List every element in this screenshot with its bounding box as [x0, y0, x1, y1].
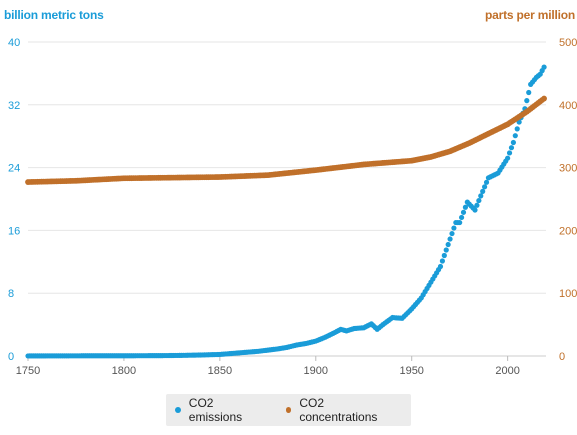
emissions-point — [458, 214, 465, 221]
legend-label-emissions: CO2 emissions — [188, 396, 243, 424]
emissions-point — [478, 193, 484, 199]
legend-item-emissions[interactable]: CO2 emissions — [175, 396, 268, 424]
left-axis-title: billion metric tons — [4, 8, 104, 22]
x-tick-label: 2000 — [495, 365, 519, 377]
series-co2-concentrations — [25, 95, 547, 185]
x-axis-ticks: 1750 1800 1850 1900 1950 2000 — [16, 356, 520, 377]
x-tick-label: 1800 — [112, 365, 136, 377]
emissions-point — [505, 155, 511, 161]
legend-marker-emissions — [175, 407, 181, 413]
emissions-point — [508, 145, 515, 151]
x-tick-label: 1950 — [399, 365, 423, 377]
series-marks — [25, 64, 547, 359]
emissions-point — [437, 263, 444, 270]
series-co2-emissions — [25, 64, 547, 359]
right-tick-label: 300 — [559, 163, 577, 175]
emissions-point — [510, 139, 516, 146]
emissions-point — [462, 204, 469, 210]
emissions-point — [443, 247, 449, 253]
legend-label-concentrations: CO2 concentrations — [299, 396, 378, 424]
emissions-point — [482, 184, 488, 190]
legend-item-concentrations[interactable]: CO2 concentrations — [285, 396, 402, 424]
right-tick-label: 0 — [559, 351, 565, 363]
left-tick-label: 8 — [8, 288, 14, 300]
emissions-point — [472, 207, 478, 213]
left-tick-label: 32 — [8, 100, 20, 112]
emissions-point — [514, 126, 520, 132]
emissions-point — [445, 241, 451, 248]
left-tick-label: 24 — [8, 163, 20, 175]
right-axis-ticks: 0 100 200 300 400 500 — [559, 37, 577, 363]
emissions-point — [506, 150, 513, 156]
emissions-point — [447, 236, 453, 242]
emissions-point — [541, 64, 547, 70]
left-tick-label: 16 — [8, 225, 20, 237]
left-tick-label: 0 — [8, 351, 14, 363]
right-tick-label: 400 — [559, 100, 577, 112]
emissions-point — [457, 219, 463, 226]
emissions-point — [512, 133, 518, 139]
gridlines — [28, 41, 546, 357]
emissions-point — [474, 202, 480, 208]
emissions-point — [483, 179, 490, 185]
emissions-point — [460, 209, 467, 215]
x-tick-label: 1850 — [208, 365, 232, 377]
emissions-point — [441, 252, 447, 259]
legend-marker-concentrations — [285, 407, 292, 413]
emissions-point — [439, 258, 445, 264]
emissions-point — [476, 197, 482, 204]
concentration-point — [541, 95, 547, 102]
left-axis-ticks: 0 8 16 24 32 40 — [8, 37, 20, 363]
right-axis-title: parts per million — [485, 8, 575, 22]
left-tick-label: 40 — [8, 37, 20, 49]
right-tick-label: 500 — [559, 37, 577, 49]
emissions-point — [449, 230, 455, 237]
right-tick-label: 200 — [559, 225, 577, 237]
emissions-point — [451, 225, 457, 231]
legend: CO2 emissions CO2 concentrations — [166, 394, 411, 426]
x-tick-label: 1750 — [16, 365, 40, 377]
emissions-point — [524, 98, 530, 104]
emissions-point — [480, 188, 486, 194]
right-tick-label: 100 — [559, 288, 577, 300]
emissions-point — [526, 89, 532, 96]
x-tick-label: 1900 — [304, 365, 328, 377]
